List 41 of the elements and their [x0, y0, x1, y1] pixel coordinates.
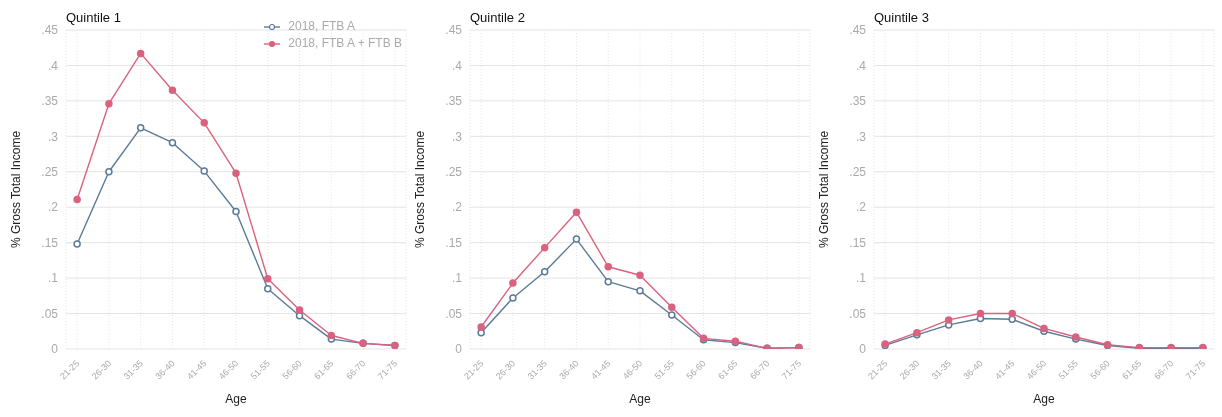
- y-axis-title: % Gross Total Income: [817, 130, 832, 249]
- x-axis-title: Age: [225, 392, 247, 406]
- y-tick-label: .25: [41, 165, 59, 180]
- y-axis-title: % Gross Total Income: [9, 130, 24, 249]
- y-tick-label: .1: [855, 271, 867, 286]
- y-tick-label: .4: [855, 58, 867, 73]
- y-tick-label: .15: [41, 235, 59, 250]
- y-tick-label: .1: [451, 271, 463, 286]
- chart-title: Quintile 3: [874, 10, 929, 25]
- y-tick-label: .45: [849, 23, 867, 38]
- y-tick-label: 0: [51, 342, 59, 357]
- y-tick-label: .2: [47, 200, 59, 215]
- chart-title: Quintile 1: [66, 10, 121, 25]
- y-tick-label: .15: [849, 235, 867, 250]
- y-tick-label: .2: [451, 200, 463, 215]
- y-tick-label: .25: [849, 165, 867, 180]
- y-tick-label: 0: [455, 342, 463, 357]
- legend-label: 2018, FTB A: [288, 18, 355, 35]
- y-tick-label: .45: [41, 23, 59, 38]
- y-tick-label: .35: [41, 94, 59, 109]
- y-tick-label: .3: [47, 129, 59, 144]
- y-tick-label: .4: [451, 58, 463, 73]
- y-tick-label: .05: [445, 306, 463, 321]
- y-tick-label: .4: [47, 58, 59, 73]
- y-axis-title: % Gross Total Income: [413, 130, 428, 249]
- chart-title: Quintile 2: [470, 10, 525, 25]
- y-tick-label: .05: [41, 306, 59, 321]
- y-tick-label: .05: [849, 306, 867, 321]
- y-tick-label: .2: [855, 200, 867, 215]
- y-tick-label: .25: [445, 165, 463, 180]
- y-tick-label: .45: [445, 23, 463, 38]
- y-tick-label: .1: [47, 271, 59, 286]
- y-tick-label: .35: [445, 94, 463, 109]
- x-axis-title: Age: [1033, 392, 1055, 406]
- y-tick-label: 0: [859, 342, 867, 357]
- x-axis-title: Age: [629, 392, 651, 406]
- y-tick-label: .3: [451, 129, 463, 144]
- y-tick-label: .35: [849, 94, 867, 109]
- y-tick-label: .3: [855, 129, 867, 144]
- legend-label: 2018, FTB A + FTB B: [288, 35, 402, 52]
- y-tick-label: .15: [445, 235, 463, 250]
